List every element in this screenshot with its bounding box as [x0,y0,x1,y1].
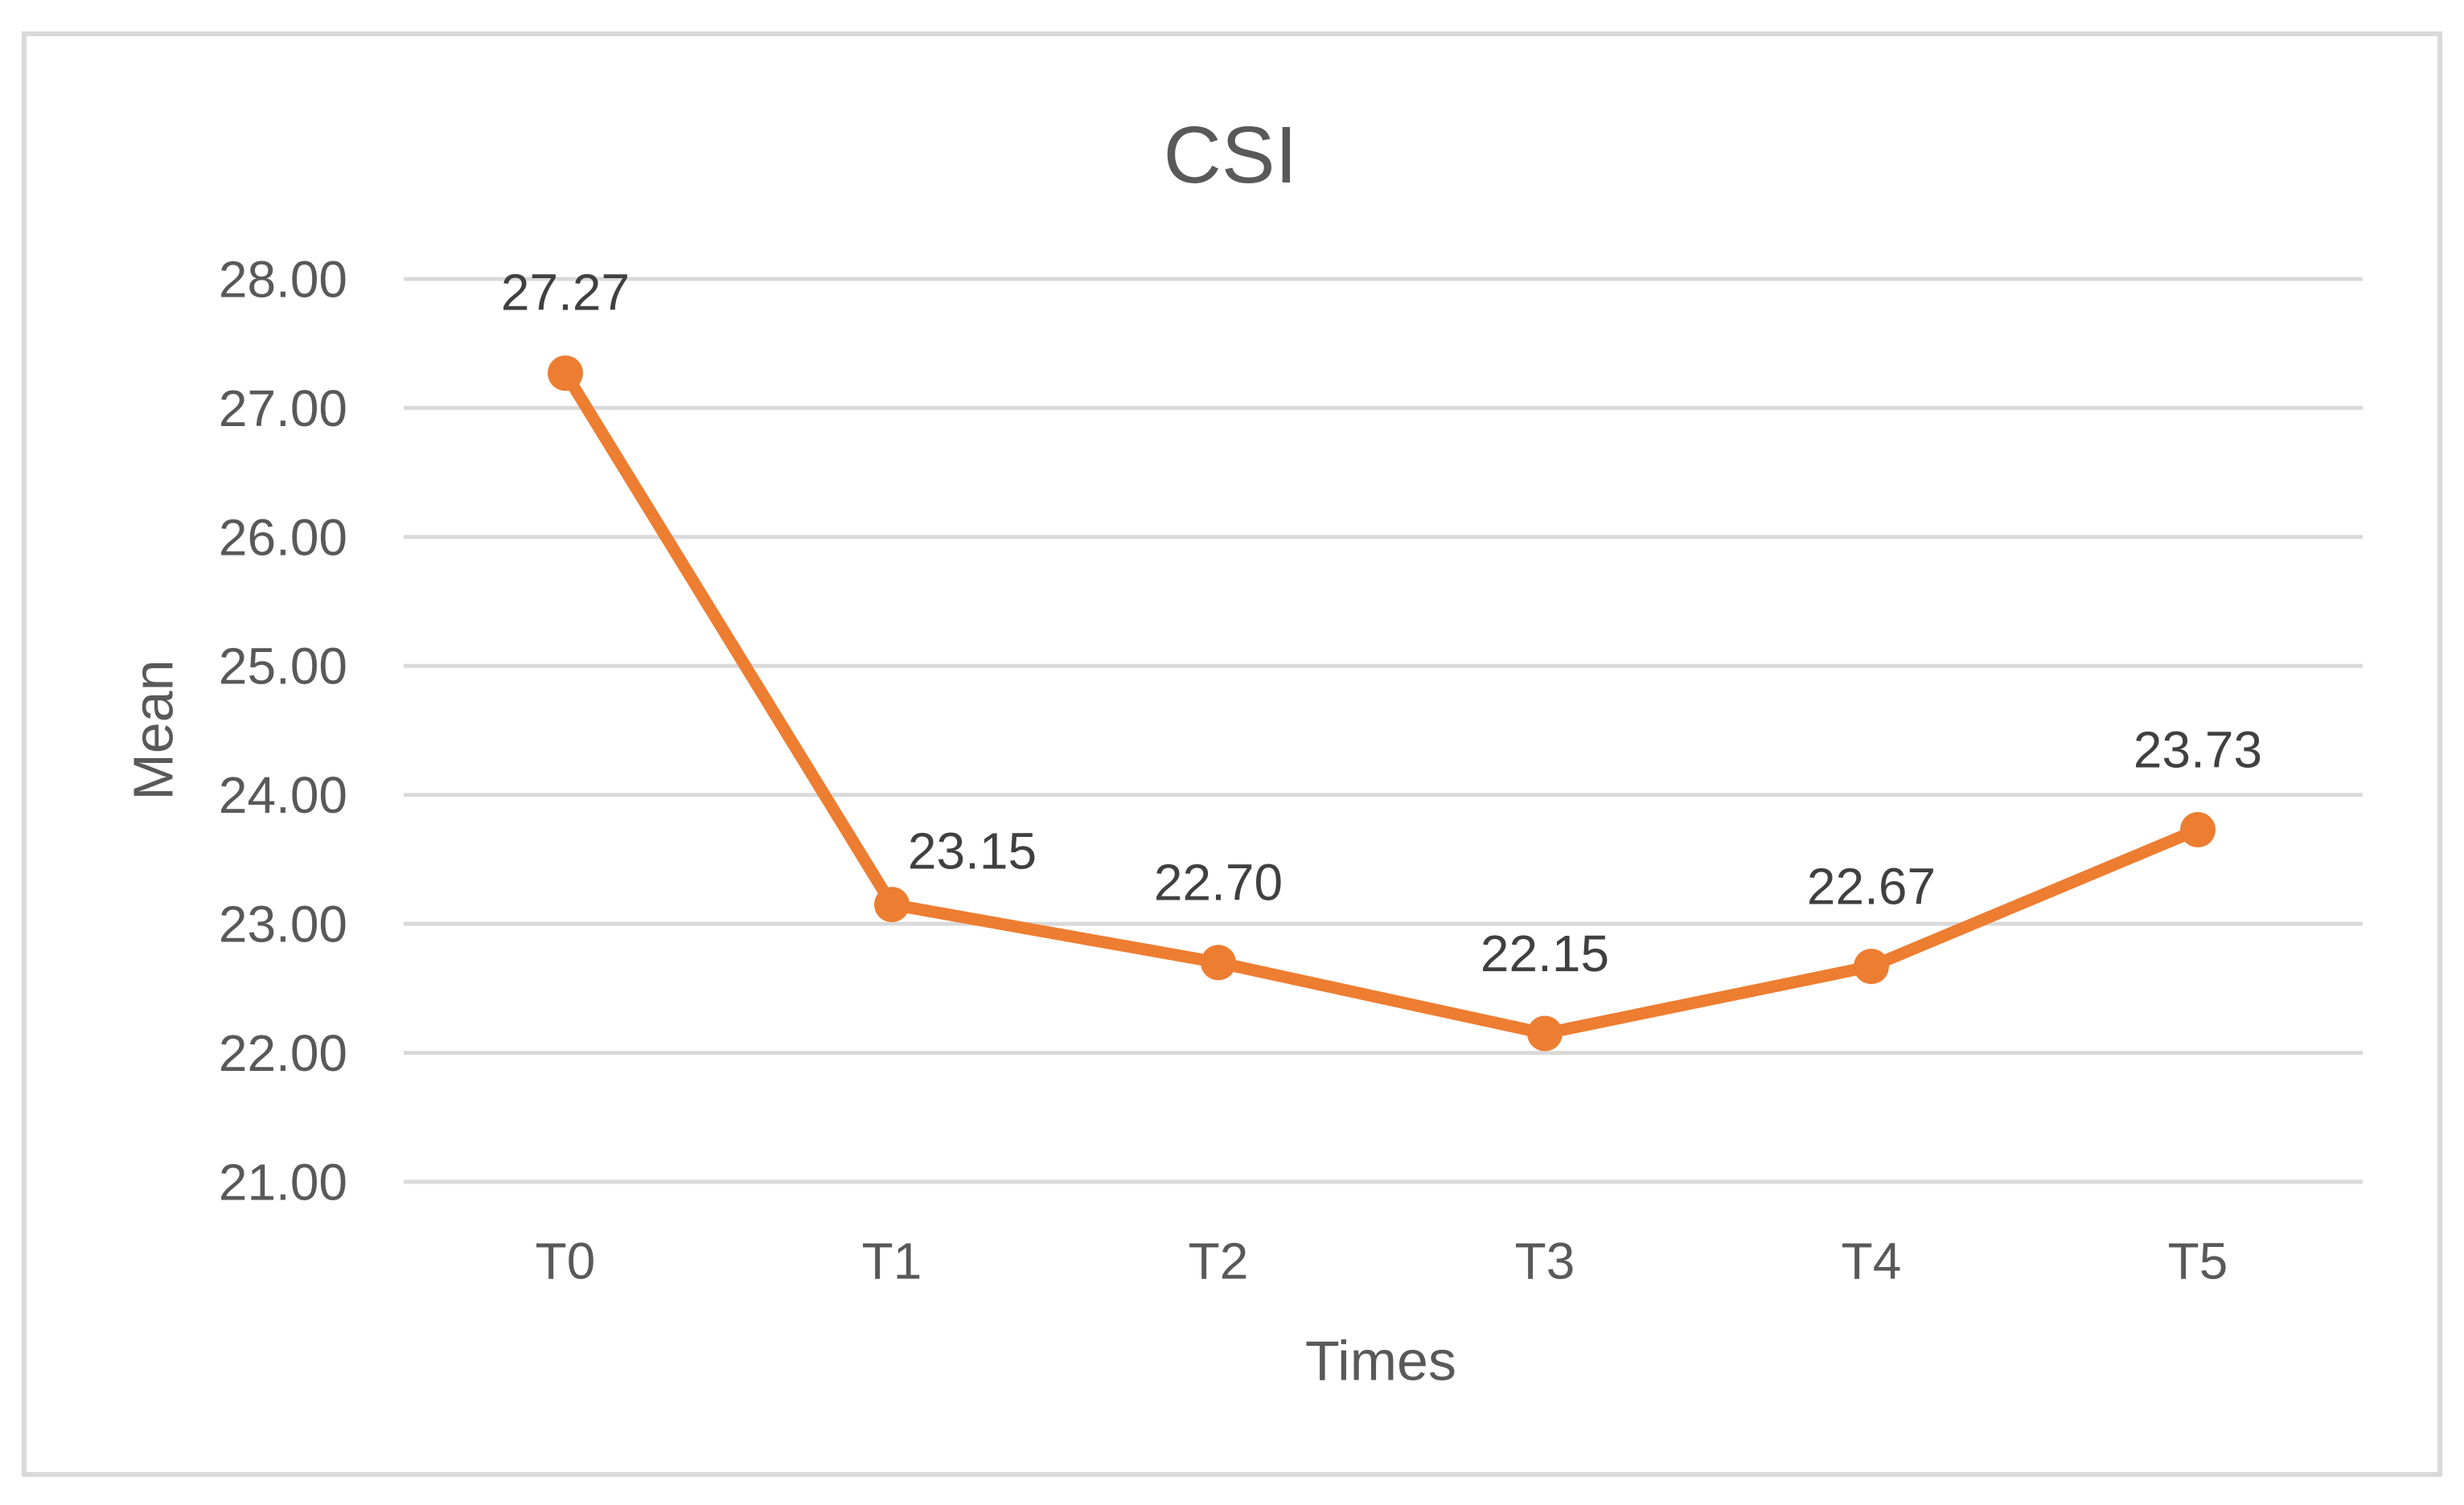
x-tick-label: T2 [1189,1232,1249,1290]
x-tick-label: T3 [1515,1232,1575,1290]
y-tick-label: 21.00 [219,1153,347,1211]
data-point-marker-t5 [2180,812,2216,848]
x-tick-label: T4 [1842,1232,1902,1290]
y-tick-label: 24.00 [219,766,347,824]
data-point-marker-t1 [874,887,910,923]
data-point-marker-t2 [1201,945,1236,981]
y-tick-label: 23.00 [219,896,347,953]
chart-border [22,31,2442,1477]
x-tick-label: T5 [2168,1232,2228,1290]
data-point-marker-t4 [1854,949,1889,985]
data-label: 22.15 [1480,925,1609,982]
x-tick-label: T1 [862,1232,922,1290]
chart-title: CSI [1164,110,1298,200]
x-tick-label: T0 [536,1232,596,1290]
y-tick-label: 25.00 [219,638,347,695]
series-line [559,367,2204,1040]
data-point-marker-t0 [548,355,583,392]
data-label: 27.27 [501,264,630,322]
y-axis-title: Mean [122,659,185,800]
y-tick-label: 26.00 [219,508,347,566]
data-label: 22.70 [1154,854,1283,912]
x-axis-title: Times [1305,1330,1456,1392]
data-point-marker-t3 [1527,1015,1563,1052]
data-label: 23.73 [2133,720,2262,778]
y-tick-label: 27.00 [219,379,347,437]
y-tick-label: 22.00 [219,1024,347,1082]
data-label: 23.15 [908,822,1037,880]
y-tick-label: 28.00 [219,250,347,308]
data-label: 22.67 [1807,857,1936,915]
